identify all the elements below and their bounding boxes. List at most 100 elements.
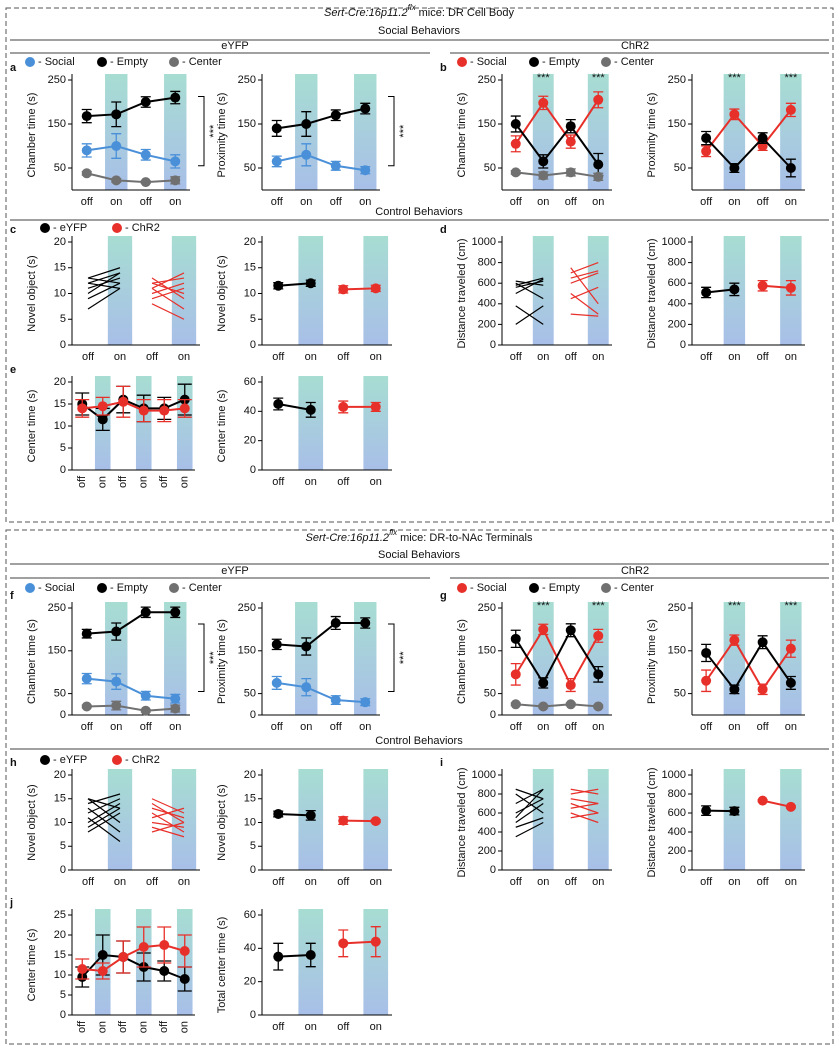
legend-label: - Empty: [110, 56, 148, 68]
panel-label: d: [440, 224, 447, 236]
x-tick-label: on: [305, 876, 317, 888]
y-tick-label: 5: [60, 442, 66, 454]
data-point: [331, 695, 341, 705]
y-tick-label: 0: [680, 339, 686, 351]
data-point: [511, 167, 521, 177]
panel-label: g: [440, 590, 447, 602]
x-tick-label: on: [785, 351, 797, 363]
y-tick-label: 20: [54, 769, 66, 781]
y-tick-label: 20: [244, 236, 256, 248]
data-point: [758, 281, 768, 291]
x-tick-label: on: [785, 721, 797, 733]
y-axis-label: Distance traveled (cm): [456, 767, 468, 877]
legend-label: - ChR2: [125, 222, 160, 234]
significance-label: ***: [398, 124, 410, 138]
data-point: [566, 680, 576, 690]
y-tick-label: 15: [54, 793, 66, 805]
data-point: [301, 119, 311, 129]
data-point: [566, 137, 576, 147]
stim-band: [298, 236, 323, 345]
data-point: [701, 146, 711, 156]
significance-label: ***: [728, 72, 742, 84]
data-point: [566, 625, 576, 635]
x-tick-label: on: [359, 721, 371, 733]
panel-label: b: [440, 62, 447, 74]
data-point: [159, 966, 169, 976]
series-line: [516, 172, 599, 176]
legend-label: - Center: [182, 582, 222, 594]
y-tick-label: 250: [48, 74, 66, 86]
y-tick-label: 150: [668, 645, 686, 657]
y-axis-label: Proximity time (s): [646, 93, 658, 178]
x-tick-label: on: [359, 196, 371, 208]
x-tick-label: off: [117, 1020, 129, 1033]
stim-band: [136, 376, 152, 470]
y-tick-label: 200: [668, 318, 686, 330]
y-tick-label: 1000: [662, 236, 686, 248]
data-point: [338, 816, 348, 826]
stim-band: [588, 602, 609, 715]
y-tick-label: 250: [478, 74, 496, 86]
data-point: [511, 699, 521, 709]
data-point: [111, 627, 121, 637]
y-tick-label: 250: [668, 74, 686, 86]
significance-label: ***: [398, 651, 410, 665]
x-tick-label: on: [728, 876, 740, 888]
data-point: [301, 150, 311, 160]
data-point: [118, 397, 128, 407]
legend-marker: [529, 583, 539, 593]
y-tick-label: 20: [244, 435, 256, 447]
group-heading: eYFP: [221, 565, 249, 577]
data-point: [593, 95, 603, 105]
x-tick-label: on: [592, 721, 604, 733]
x-tick-label: off: [565, 876, 578, 888]
legend-label: - Social: [38, 582, 75, 594]
x-tick-label: off: [757, 196, 770, 208]
x-tick-label: off: [140, 721, 153, 733]
data-point: [729, 163, 739, 173]
data-point: [331, 161, 341, 171]
data-point: [301, 682, 311, 692]
y-tick-label: 1000: [472, 236, 496, 248]
y-tick-label: 400: [478, 298, 496, 310]
data-point: [141, 150, 151, 160]
series-line: [87, 98, 176, 116]
y-tick-label: 800: [478, 257, 496, 269]
y-tick-label: 150: [668, 118, 686, 130]
data-point: [701, 676, 711, 686]
y-tick-label: 800: [668, 788, 686, 800]
data-point: [98, 414, 108, 424]
data-point: [82, 111, 92, 121]
y-tick-label: 400: [668, 826, 686, 838]
legend-marker: [97, 57, 107, 67]
y-tick-label: 20: [54, 376, 66, 388]
data-point: [170, 175, 180, 185]
data-point: [360, 165, 370, 175]
stim-band: [780, 769, 801, 870]
y-tick-label: 250: [238, 602, 256, 614]
y-tick-label: 40: [244, 405, 256, 417]
y-axis-label: Chamber time (s): [26, 93, 38, 178]
legend-label: - Center: [614, 56, 654, 68]
y-tick-label: 10: [244, 816, 256, 828]
y-axis-label: Proximity time (s): [646, 619, 658, 704]
x-tick-label: on: [370, 876, 382, 888]
y-tick-label: 10: [244, 287, 256, 299]
series-line: [87, 146, 176, 161]
group-heading: eYFP: [221, 40, 249, 52]
data-point: [758, 684, 768, 694]
x-tick-label: on: [110, 196, 122, 208]
data-point: [538, 98, 548, 108]
data-point: [593, 631, 603, 641]
x-tick-label: off: [757, 351, 770, 363]
legend-marker: [97, 583, 107, 593]
x-tick-label: on: [785, 196, 797, 208]
y-tick-label: 0: [490, 709, 496, 721]
x-tick-label: on: [592, 351, 604, 363]
x-tick-label: on: [178, 351, 190, 363]
section-heading: Social Behaviors: [378, 25, 460, 37]
panel-label: f: [10, 590, 14, 602]
y-tick-label: 15: [244, 793, 256, 805]
stim-band: [105, 74, 127, 190]
